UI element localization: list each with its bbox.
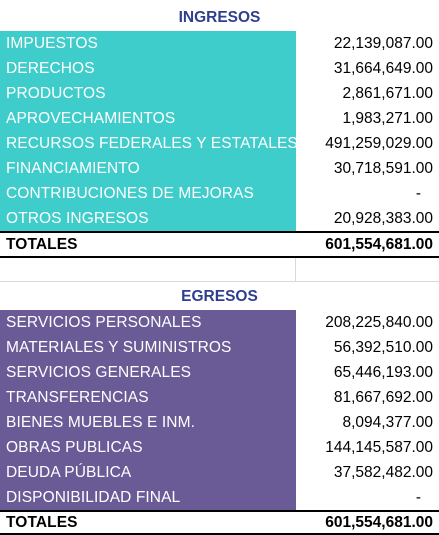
- egresos-value: 8,094,377.00: [342, 413, 433, 431]
- ingresos-label: DERECHOS: [6, 59, 95, 77]
- ingresos-title-cell[interactable]: INGRESOS: [0, 4, 439, 31]
- egresos-row[interactable]: DISPONIBILIDAD FINAL -: [0, 485, 439, 510]
- egresos-value-cell[interactable]: 144,145,587.00: [296, 435, 439, 460]
- ingresos-label: RECURSOS FEDERALES Y ESTATALES: [6, 134, 296, 152]
- ingresos-label: OTROS INGRESOS: [6, 209, 149, 227]
- ingresos-row[interactable]: RECURSOS FEDERALES Y ESTATALES 491,259,0…: [0, 131, 439, 156]
- egresos-label: DEUDA PÚBLICA: [6, 463, 132, 481]
- egresos-label: OBRAS PUBLICAS: [6, 438, 143, 456]
- ingresos-row[interactable]: DERECHOS 31,664,649.00: [0, 56, 439, 81]
- egresos-value: 208,225,840.00: [325, 313, 433, 331]
- egresos-label-cell[interactable]: DISPONIBILIDAD FINAL: [0, 485, 296, 510]
- ingresos-title: INGRESOS: [178, 8, 261, 26]
- ingresos-total-label: TOTALES: [6, 235, 78, 253]
- egresos-value: 37,582,482.00: [333, 463, 433, 481]
- egresos-row[interactable]: SERVICIOS GENERALES 65,446,193.00: [0, 360, 439, 385]
- egresos-label-cell[interactable]: SERVICIOS GENERALES: [0, 360, 296, 385]
- ingresos-total-value-cell[interactable]: 601,554,681.00: [296, 233, 439, 256]
- egresos-header-row[interactable]: EGRESOS: [0, 283, 439, 310]
- egresos-label: SERVICIOS PERSONALES: [6, 313, 202, 331]
- egresos-total-label: TOTALES: [6, 513, 78, 531]
- ingresos-value-cell[interactable]: 491,259,029.00: [296, 131, 439, 156]
- egresos-total-value: 601,554,681.00: [325, 513, 433, 531]
- ingresos-label-cell[interactable]: RECURSOS FEDERALES Y ESTATALES: [0, 131, 296, 156]
- ingresos-label: CONTRIBUCIONES DE MEJORAS: [6, 184, 254, 202]
- egresos-value-cell[interactable]: -: [296, 485, 439, 510]
- ingresos-value: 30,718,591.00: [333, 159, 433, 177]
- egresos-row[interactable]: OBRAS PUBLICAS 144,145,587.00: [0, 435, 439, 460]
- ingresos-value: 31,664,649.00: [333, 59, 433, 77]
- ingresos-total-row[interactable]: TOTALES 601,554,681.00: [0, 231, 439, 258]
- ingresos-value-cell[interactable]: 1,983,271.00: [296, 106, 439, 131]
- egresos-total-value-cell[interactable]: 601,554,681.00: [296, 512, 439, 533]
- ingresos-total-value: 601,554,681.00: [325, 235, 433, 253]
- egresos-label-cell[interactable]: SERVICIOS PERSONALES: [0, 310, 296, 335]
- egresos-value-cell[interactable]: 65,446,193.00: [296, 360, 439, 385]
- ingresos-value-cell[interactable]: 20,928,383.00: [296, 206, 439, 231]
- ingresos-value: -: [415, 184, 421, 202]
- egresos-value-cell[interactable]: 208,225,840.00: [296, 310, 439, 335]
- egresos-row[interactable]: MATERIALES Y SUMINISTROS 56,392,510.00: [0, 335, 439, 360]
- ingresos-row[interactable]: CONTRIBUCIONES DE MEJORAS -: [0, 181, 439, 206]
- ingresos-label-cell[interactable]: PRODUCTOS: [0, 81, 296, 106]
- ingresos-row[interactable]: OTROS INGRESOS 20,928,383.00: [0, 206, 439, 231]
- egresos-label-cell[interactable]: BIENES MUEBLES E INM.: [0, 410, 296, 435]
- egresos-row[interactable]: BIENES MUEBLES E INM. 8,094,377.00: [0, 410, 439, 435]
- ingresos-total-label-cell[interactable]: TOTALES: [0, 233, 296, 256]
- ingresos-row[interactable]: IMPUESTOS 22,139,087.00: [0, 31, 439, 56]
- egresos-label-cell[interactable]: DEUDA PÚBLICA: [0, 460, 296, 485]
- ingresos-label-cell[interactable]: IMPUESTOS: [0, 31, 296, 56]
- ingresos-label-cell[interactable]: OTROS INGRESOS: [0, 206, 296, 231]
- egresos-total-row[interactable]: TOTALES 601,554,681.00: [0, 510, 439, 535]
- ingresos-label: PRODUCTOS: [6, 84, 106, 102]
- egresos-row[interactable]: SERVICIOS PERSONALES 208,225,840.00: [0, 310, 439, 335]
- ingresos-label-cell[interactable]: APROVECHAMIENTOS: [0, 106, 296, 131]
- ingresos-value: 1,983,271.00: [342, 109, 433, 127]
- ingresos-value-cell[interactable]: -: [296, 181, 439, 206]
- egresos-value-cell[interactable]: 81,667,692.00: [296, 385, 439, 410]
- egresos-label: SERVICIOS GENERALES: [6, 363, 192, 381]
- ingresos-value-cell[interactable]: 31,664,649.00: [296, 56, 439, 81]
- egresos-title: EGRESOS: [181, 287, 258, 305]
- egresos-title-cell[interactable]: EGRESOS: [0, 283, 439, 310]
- ingresos-label-cell[interactable]: DERECHOS: [0, 56, 296, 81]
- egresos-value-cell[interactable]: 8,094,377.00: [296, 410, 439, 435]
- ingresos-label: FINANCIAMIENTO: [6, 159, 140, 177]
- egresos-label: MATERIALES Y SUMINISTROS: [6, 338, 232, 356]
- ingresos-value: 22,139,087.00: [333, 34, 433, 52]
- ingresos-value: 20,928,383.00: [333, 209, 433, 227]
- ingresos-label-cell[interactable]: CONTRIBUCIONES DE MEJORAS: [0, 181, 296, 206]
- egresos-label: BIENES MUEBLES E INM.: [6, 413, 196, 431]
- egresos-label: TRANSFERENCIAS: [6, 388, 149, 406]
- egresos-value-cell[interactable]: 37,582,482.00: [296, 460, 439, 485]
- egresos-value: 65,446,193.00: [333, 363, 433, 381]
- egresos-row[interactable]: TRANSFERENCIAS 81,667,692.00: [0, 385, 439, 410]
- ingresos-header-row[interactable]: INGRESOS: [0, 4, 439, 31]
- ingresos-value: 491,259,029.00: [325, 134, 433, 152]
- egresos-value: -: [415, 488, 421, 506]
- egresos-value-cell[interactable]: 56,392,510.00: [296, 335, 439, 360]
- egresos-value: 144,145,587.00: [325, 438, 433, 456]
- ingresos-value-cell[interactable]: 2,861,671.00: [296, 81, 439, 106]
- egresos-label-cell[interactable]: OBRAS PUBLICAS: [0, 435, 296, 460]
- ingresos-value-cell[interactable]: 30,718,591.00: [296, 156, 439, 181]
- ingresos-label: APROVECHAMIENTOS: [6, 109, 176, 127]
- egresos-label: DISPONIBILIDAD FINAL: [6, 488, 181, 506]
- empty-row[interactable]: [0, 258, 439, 282]
- egresos-row[interactable]: DEUDA PÚBLICA 37,582,482.00: [0, 460, 439, 485]
- egresos-label-cell[interactable]: TRANSFERENCIAS: [0, 385, 296, 410]
- ingresos-label: IMPUESTOS: [6, 34, 98, 52]
- ingresos-row[interactable]: FINANCIAMIENTO 30,718,591.00: [0, 156, 439, 181]
- egresos-value: 81,667,692.00: [333, 388, 433, 406]
- egresos-label-cell[interactable]: MATERIALES Y SUMINISTROS: [0, 335, 296, 360]
- ingresos-label-cell[interactable]: FINANCIAMIENTO: [0, 156, 296, 181]
- egresos-value: 56,392,510.00: [333, 338, 433, 356]
- ingresos-row[interactable]: PRODUCTOS 2,861,671.00: [0, 81, 439, 106]
- egresos-total-label-cell[interactable]: TOTALES: [0, 512, 296, 533]
- ingresos-row[interactable]: APROVECHAMIENTOS 1,983,271.00: [0, 106, 439, 131]
- ingresos-value-cell[interactable]: 22,139,087.00: [296, 31, 439, 56]
- ingresos-value: 2,861,671.00: [342, 84, 433, 102]
